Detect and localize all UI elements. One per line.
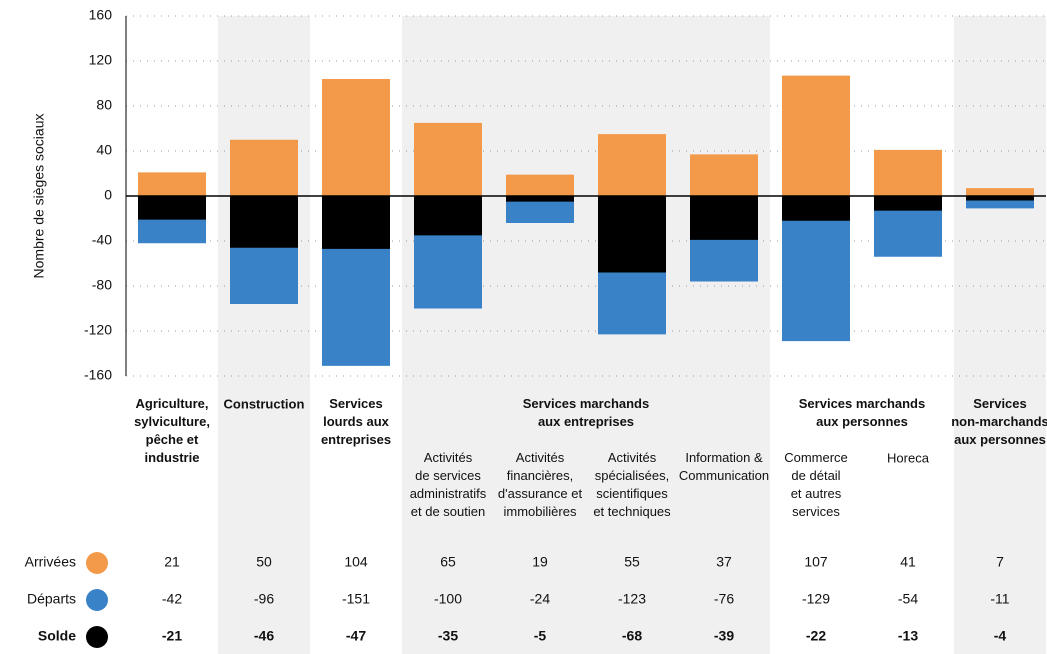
table-value: 37 bbox=[716, 554, 732, 570]
category-label: Activités de services administratifs et de … bbox=[410, 450, 487, 519]
group-label: Services lourds aux entreprises bbox=[321, 396, 391, 447]
table-value: -24 bbox=[530, 591, 550, 607]
group-label: Agriculture, sylviculture, pêche et industr… bbox=[134, 396, 210, 465]
category-label: Information & Communication bbox=[679, 450, 769, 483]
y-tick-label: 160 bbox=[89, 7, 113, 23]
bar bbox=[322, 196, 390, 249]
table-value: 41 bbox=[900, 554, 916, 570]
category-label: Commerce de détail et autres services bbox=[784, 450, 848, 519]
bar bbox=[598, 196, 666, 273]
table-value: 65 bbox=[440, 554, 456, 570]
backgrounds bbox=[218, 16, 1046, 654]
table-value: -4 bbox=[994, 628, 1007, 644]
category-label: Horeca bbox=[887, 450, 930, 465]
bar bbox=[966, 188, 1034, 196]
legend-label: Solde bbox=[38, 628, 76, 644]
table-value: 104 bbox=[344, 554, 368, 570]
bar bbox=[414, 196, 482, 236]
legend-label: Arrivées bbox=[25, 554, 76, 570]
bar bbox=[874, 196, 942, 211]
bar bbox=[966, 196, 1034, 201]
table-value: -47 bbox=[346, 628, 366, 644]
table-value: 19 bbox=[532, 554, 548, 570]
table-value: 55 bbox=[624, 554, 640, 570]
table-value: -39 bbox=[714, 628, 734, 644]
y-tick-label: 0 bbox=[104, 187, 112, 203]
table-value: -129 bbox=[802, 591, 830, 607]
bar bbox=[782, 196, 850, 221]
y-tick-label: -80 bbox=[92, 277, 112, 293]
table-value: -11 bbox=[990, 591, 1009, 607]
bar bbox=[690, 196, 758, 240]
category-label: Activités spécialisées, scientifiques et te… bbox=[593, 450, 671, 519]
group-label: Services marchands aux entreprises bbox=[523, 396, 649, 429]
table-value: -54 bbox=[898, 591, 918, 607]
group-background bbox=[218, 16, 310, 654]
table-value: -13 bbox=[898, 628, 918, 644]
table-value: -68 bbox=[622, 628, 642, 644]
bar bbox=[782, 75, 850, 196]
legend-swatch bbox=[86, 626, 108, 648]
y-axis-label: Nombre de sièges sociaux bbox=[31, 114, 47, 279]
group-label: Services non-marchands aux personnes bbox=[951, 396, 1047, 447]
bar bbox=[598, 134, 666, 196]
group-background bbox=[954, 16, 1046, 654]
table-value: 21 bbox=[164, 554, 180, 570]
table-value: -46 bbox=[254, 628, 274, 644]
bar bbox=[690, 154, 758, 196]
table-value: -100 bbox=[434, 591, 462, 607]
table-value: -22 bbox=[806, 628, 826, 644]
bar bbox=[506, 196, 574, 202]
y-tick-label: 40 bbox=[96, 142, 112, 158]
category-label: Activités financières, d'assurance et immob… bbox=[498, 450, 583, 519]
bar bbox=[414, 122, 482, 196]
legend-swatch bbox=[86, 552, 108, 574]
bar bbox=[138, 196, 206, 220]
table-value: -42 bbox=[162, 591, 182, 607]
table-value: -123 bbox=[618, 591, 646, 607]
bar bbox=[230, 139, 298, 196]
group-label: Construction bbox=[224, 396, 305, 411]
table-value: -76 bbox=[714, 591, 734, 607]
bar bbox=[874, 149, 942, 196]
group-background bbox=[402, 16, 770, 654]
table-value: 7 bbox=[996, 554, 1004, 570]
table-value: -35 bbox=[438, 628, 458, 644]
y-tick-label: -120 bbox=[84, 322, 112, 338]
table-value: 107 bbox=[804, 554, 828, 570]
table-value: -5 bbox=[534, 628, 547, 644]
bar bbox=[506, 174, 574, 196]
y-tick-label: 80 bbox=[96, 97, 112, 113]
table-value: -96 bbox=[254, 591, 274, 607]
bar bbox=[138, 172, 206, 196]
table-value: -21 bbox=[162, 628, 182, 644]
y-tick-label: -160 bbox=[84, 367, 112, 383]
y-tick-label: 120 bbox=[89, 52, 113, 68]
group-label: Services marchands aux personnes bbox=[799, 396, 925, 429]
table-value: 50 bbox=[256, 554, 272, 570]
table-value: -151 bbox=[342, 591, 370, 607]
legend-label: Départs bbox=[27, 591, 76, 607]
bars bbox=[138, 75, 1034, 366]
y-tick-label: -40 bbox=[92, 232, 112, 248]
bar bbox=[230, 196, 298, 248]
bar bbox=[322, 79, 390, 196]
legend-swatch bbox=[86, 589, 108, 611]
